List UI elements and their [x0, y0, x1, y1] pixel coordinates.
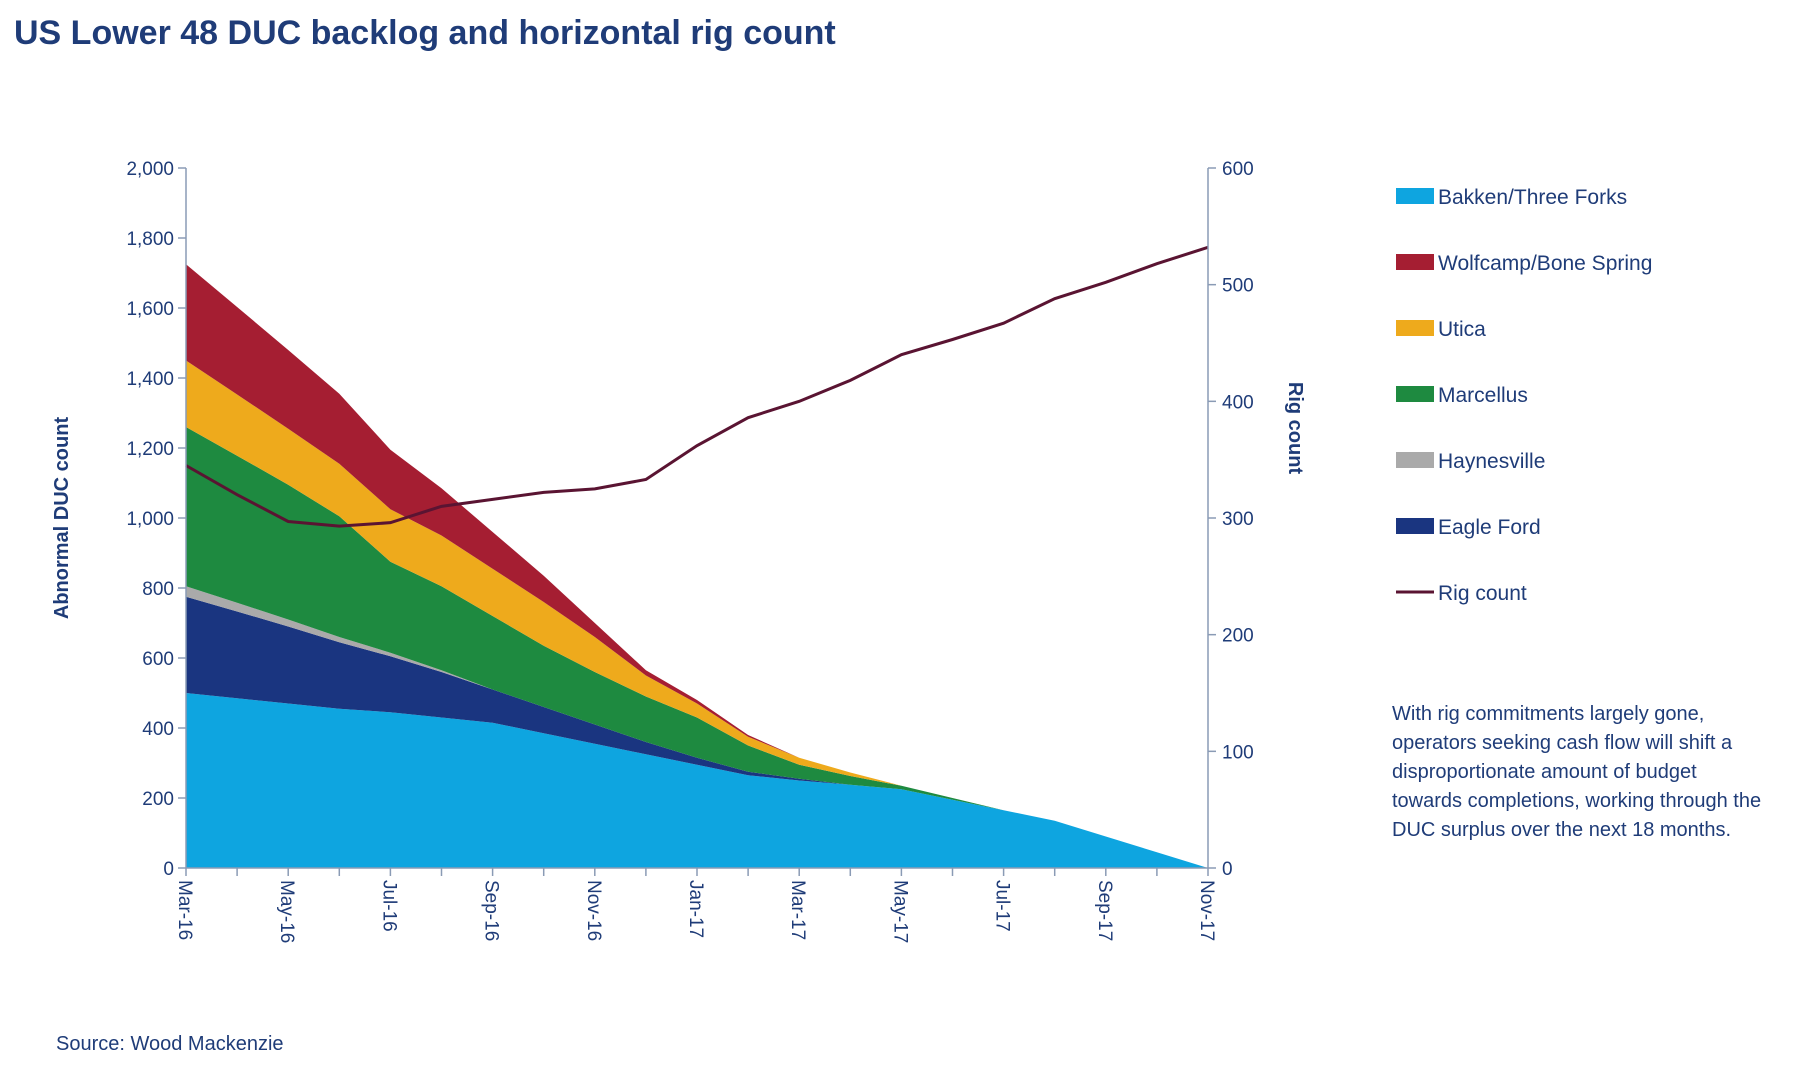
y-axis-title: Abnormal DUC count: [51, 417, 73, 620]
y2-tick-label: 300: [1222, 509, 1254, 530]
y2-tick-label: 0: [1222, 859, 1233, 880]
legend-label: Utica: [1438, 318, 1486, 341]
legend-swatch-haynesville: [1396, 452, 1434, 468]
legend-label: Eagle Ford: [1438, 516, 1541, 539]
y-tick-label: 0: [163, 859, 174, 880]
y-tick-label: 1,200: [126, 439, 174, 460]
x-tick-label: Nov-16: [583, 880, 604, 941]
x-tick-label: Jul-16: [378, 880, 399, 932]
y-tick-label: 1,600: [126, 299, 174, 320]
legend-swatch-bakken-three-forks: [1396, 188, 1434, 204]
legend-item-marcellus: Marcellus: [1396, 384, 1528, 407]
y-tick-label: 600: [142, 649, 174, 670]
x-tick-label: Mar-17: [787, 880, 808, 940]
legend-swatch-eagle-ford: [1396, 518, 1434, 534]
y-tick-label: 400: [142, 719, 174, 740]
y2-tick-label: 600: [1222, 159, 1254, 180]
area-bakken-three-forks: [186, 693, 1208, 868]
x-tick-label: Mar-16: [174, 880, 195, 940]
axes: 0 200 400 600 800 1,000 1,200 1,400 1,600 1,800 2,…: [51, 159, 1306, 943]
page-title: US Lower 48 DUC backlog and horizontal r…: [14, 14, 836, 52]
y-tick-label: 1,800: [126, 229, 174, 250]
y2-tick-label: 400: [1222, 392, 1254, 413]
legend-item-haynesville: Haynesville: [1396, 450, 1545, 473]
legend-label: Bakken/Three Forks: [1438, 186, 1627, 209]
y-tick-label: 200: [142, 789, 174, 810]
y2-tick-label: 100: [1222, 742, 1254, 763]
legend: Bakken/Three Forks Wolfcamp/Bone Spring Ut…: [1396, 186, 1652, 605]
annotation-text: With rig commitments largely gone, opera…: [1392, 703, 1762, 841]
x-tick-label: May-16: [276, 880, 297, 943]
legend-item-utica: Utica: [1396, 318, 1486, 341]
y-tick-label: 1,000: [126, 509, 174, 530]
legend-swatch-marcellus: [1396, 386, 1434, 402]
rig-count-line: [185, 245, 1209, 528]
y2-tick-label: 200: [1222, 626, 1254, 647]
legend-label: Marcellus: [1438, 384, 1528, 407]
x-tick-label: Nov-17: [1196, 880, 1217, 941]
y-tick-label: 1,400: [126, 369, 174, 390]
x-tick-label: May-17: [889, 880, 910, 943]
area-marcellus: [186, 427, 1208, 868]
legend-item-bakken-three-forks: Bakken/Three Forks: [1396, 186, 1627, 209]
legend-swatch-utica: [1396, 320, 1434, 336]
x-tick-label: Sep-16: [481, 880, 502, 941]
rig-count-line-layer: [185, 245, 1209, 528]
legend-item-rig-count: Rig count: [1396, 582, 1527, 605]
x-tick-label: Jul-17: [992, 880, 1013, 932]
stacked-areas: [186, 264, 1208, 868]
x-tick-label: Sep-17: [1094, 880, 1115, 941]
y2-tick-label: 500: [1222, 276, 1254, 297]
legend-swatch-wolfcamp-bone-spring: [1396, 254, 1434, 270]
x-tick-label: Jan-17: [685, 880, 706, 938]
y2-axis-title: Rig count: [1284, 382, 1306, 475]
y-tick-label: 2,000: [126, 159, 174, 180]
legend-item-wolfcamp-bone-spring: Wolfcamp/Bone Spring: [1396, 252, 1652, 275]
y-tick-label: 800: [142, 579, 174, 600]
legend-label: Rig count: [1438, 582, 1527, 605]
legend-item-eagle-ford: Eagle Ford: [1396, 516, 1541, 539]
legend-label: Haynesville: [1438, 450, 1545, 473]
source-note: Source: Wood Mackenzie: [56, 1033, 284, 1055]
legend-label: Wolfcamp/Bone Spring: [1438, 252, 1652, 275]
